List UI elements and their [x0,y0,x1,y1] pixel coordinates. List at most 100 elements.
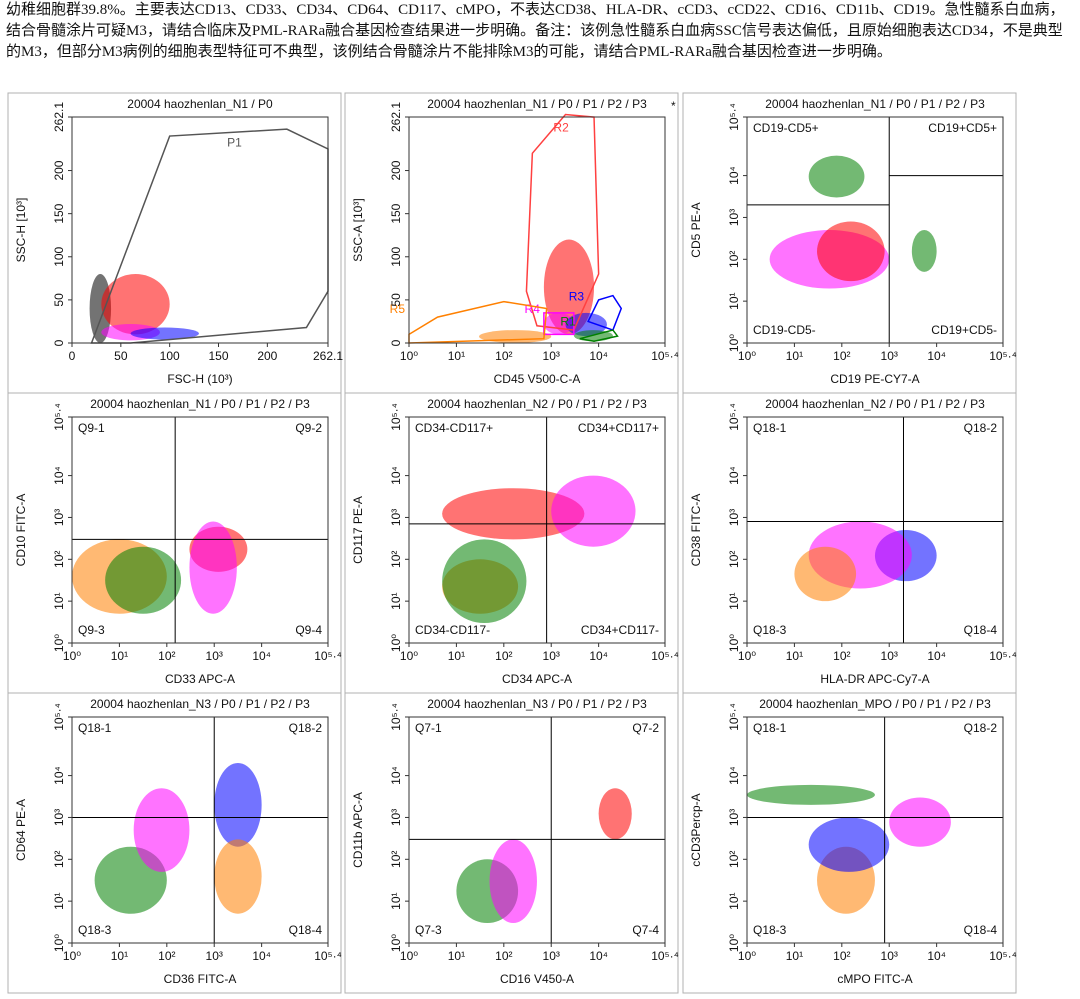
x-axis-label: cMPO FITC-A [837,972,912,986]
plot-frame [71,116,329,344]
y-tick-label: 10² [389,551,403,568]
plot-frame [408,116,666,344]
panel-border [7,692,342,994]
y-axis-label: CD5 PE-A [689,202,703,257]
x-tick-label: 10⁰ [63,949,81,963]
y-tick-label: 10⁵·⁴ [389,703,403,730]
x-tick-label: 100 [160,349,180,363]
x-axis-label: CD33 APC-A [165,672,235,686]
plot-title: 20004 haozhenlan_MPO / P0 / P1 / P2 / P3 [759,697,991,711]
cell-population [101,274,170,335]
y-tick-label: 200 [52,160,66,180]
plot-frame [746,116,1004,344]
x-tick-label: 10³ [543,349,560,363]
y-axis-label: cCD3Percp-A [689,793,703,866]
x-tick-label: 50 [114,349,128,363]
x-tick-label: 10² [495,349,512,363]
y-tick-label: 10⁴ [727,766,741,785]
y-tick-label: 10¹ [727,592,741,609]
quadrant-label: Q7-2 [632,721,659,735]
y-tick-label: 10⁵·⁴ [52,703,66,730]
y-tick-label: 10² [727,551,741,568]
quadrant-label: Q7-4 [632,923,659,937]
cell-population [130,327,199,340]
y-tick-label: 0 [389,339,403,346]
quadrant-label: Q18-2 [964,721,998,735]
gate-label: R2 [553,121,569,135]
quadrant-label: Q18-4 [964,623,998,637]
quadrant-label: Q18-2 [289,721,323,735]
x-tick-label: 10⁴ [589,949,608,963]
y-tick-label: 10⁵·⁴ [389,403,403,430]
x-tick-label: 10² [495,649,512,663]
cell-population [598,788,632,840]
y-tick-label: 10⁴ [727,166,741,185]
x-axis-label: CD45 V500-C-A [494,372,581,386]
plot-title: 20004 haozhenlan_N2 / P0 / P1 / P2 / P3 [427,397,647,411]
x-tick-label: 10⁴ [927,349,946,363]
y-axis-label: CD64 PE-A [14,799,28,861]
x-tick-label: 10² [158,649,175,663]
y-tick-label: 100 [52,246,66,266]
y-axis-label: CD117 PE-A [351,496,365,564]
plot-title: 20004 haozhenlan_N3 / P0 / P1 / P2 / P3 [427,697,647,711]
gate [525,113,600,331]
quadrant-label: Q18-3 [753,923,787,937]
quadrant-label: Q18-1 [78,721,112,735]
plot-title: 20004 haozhenlan_N3 / P0 / P1 / P2 / P3 [90,697,310,711]
y-tick-label: 10⁵·⁴ [52,403,66,430]
x-tick-label: 10⁵·⁴ [651,949,678,963]
cell-population [543,239,595,335]
x-axis-label: CD34 APC-A [502,672,572,686]
quadrant-label: Q18-4 [964,923,998,937]
quadrant-label: Q18-2 [964,421,998,435]
y-tick-label: 10³ [727,209,741,226]
x-tick-label: 10¹ [786,649,803,663]
x-tick-label: 10¹ [448,649,465,663]
x-axis-label: CD36 FITC-A [164,972,237,986]
cell-population [133,788,190,872]
y-tick-label: 10² [727,251,741,268]
cell-population [794,546,857,602]
cell-population [442,539,527,624]
x-tick-label: 10⁵·⁴ [314,649,341,663]
quadrant-label: CD34+CD117+ [578,421,659,435]
x-tick-label: 10² [833,949,850,963]
panel-border [682,692,1017,994]
x-tick-label: 10³ [206,649,223,663]
x-tick-label: 10³ [881,349,898,363]
x-tick-label: 10¹ [111,649,128,663]
y-tick-label: 150 [52,203,66,223]
y-tick-label: 0 [52,339,66,346]
x-tick-label: 10² [833,349,850,363]
x-tick-label: 262.1 [313,349,343,363]
y-tick-label: 150 [389,203,403,223]
x-tick-label: 150 [208,349,228,363]
gate-label: R3 [569,289,585,303]
y-tick-label: 10⁴ [52,466,66,485]
cell-population [747,784,875,805]
x-tick-label: 10³ [881,949,898,963]
quadrant-label: CD19+CD5- [931,323,997,337]
cell-population [551,475,636,547]
y-tick-label: 10² [727,851,741,868]
cell-population [489,839,537,924]
report-text: 幼稚细胞群39.8%。主要表达CD13、CD33、CD34、CD64、CD117… [6,2,1065,60]
y-tick-label: 10⁰ [727,634,741,652]
x-axis-label: HLA-DR APC-Cy7-A [820,672,929,686]
y-tick-label: 10⁰ [52,934,66,952]
y-tick-label: 10¹ [389,892,403,909]
y-tick-label: 10² [389,851,403,868]
x-tick-label: 10⁵·⁴ [989,649,1016,663]
x-tick-label: 10³ [206,949,223,963]
plot-title: 20004 haozhenlan_N1 / P0 [127,97,273,111]
x-tick-label: 10⁰ [738,649,756,663]
y-tick-label: 10⁴ [389,766,403,785]
x-tick-label: 10⁰ [400,949,418,963]
y-tick-label: 262.1 [52,102,66,132]
x-tick-label: 10¹ [111,949,128,963]
x-tick-label: 10² [158,949,175,963]
y-tick-label: 10¹ [727,892,741,909]
y-tick-label: 10³ [389,809,403,826]
